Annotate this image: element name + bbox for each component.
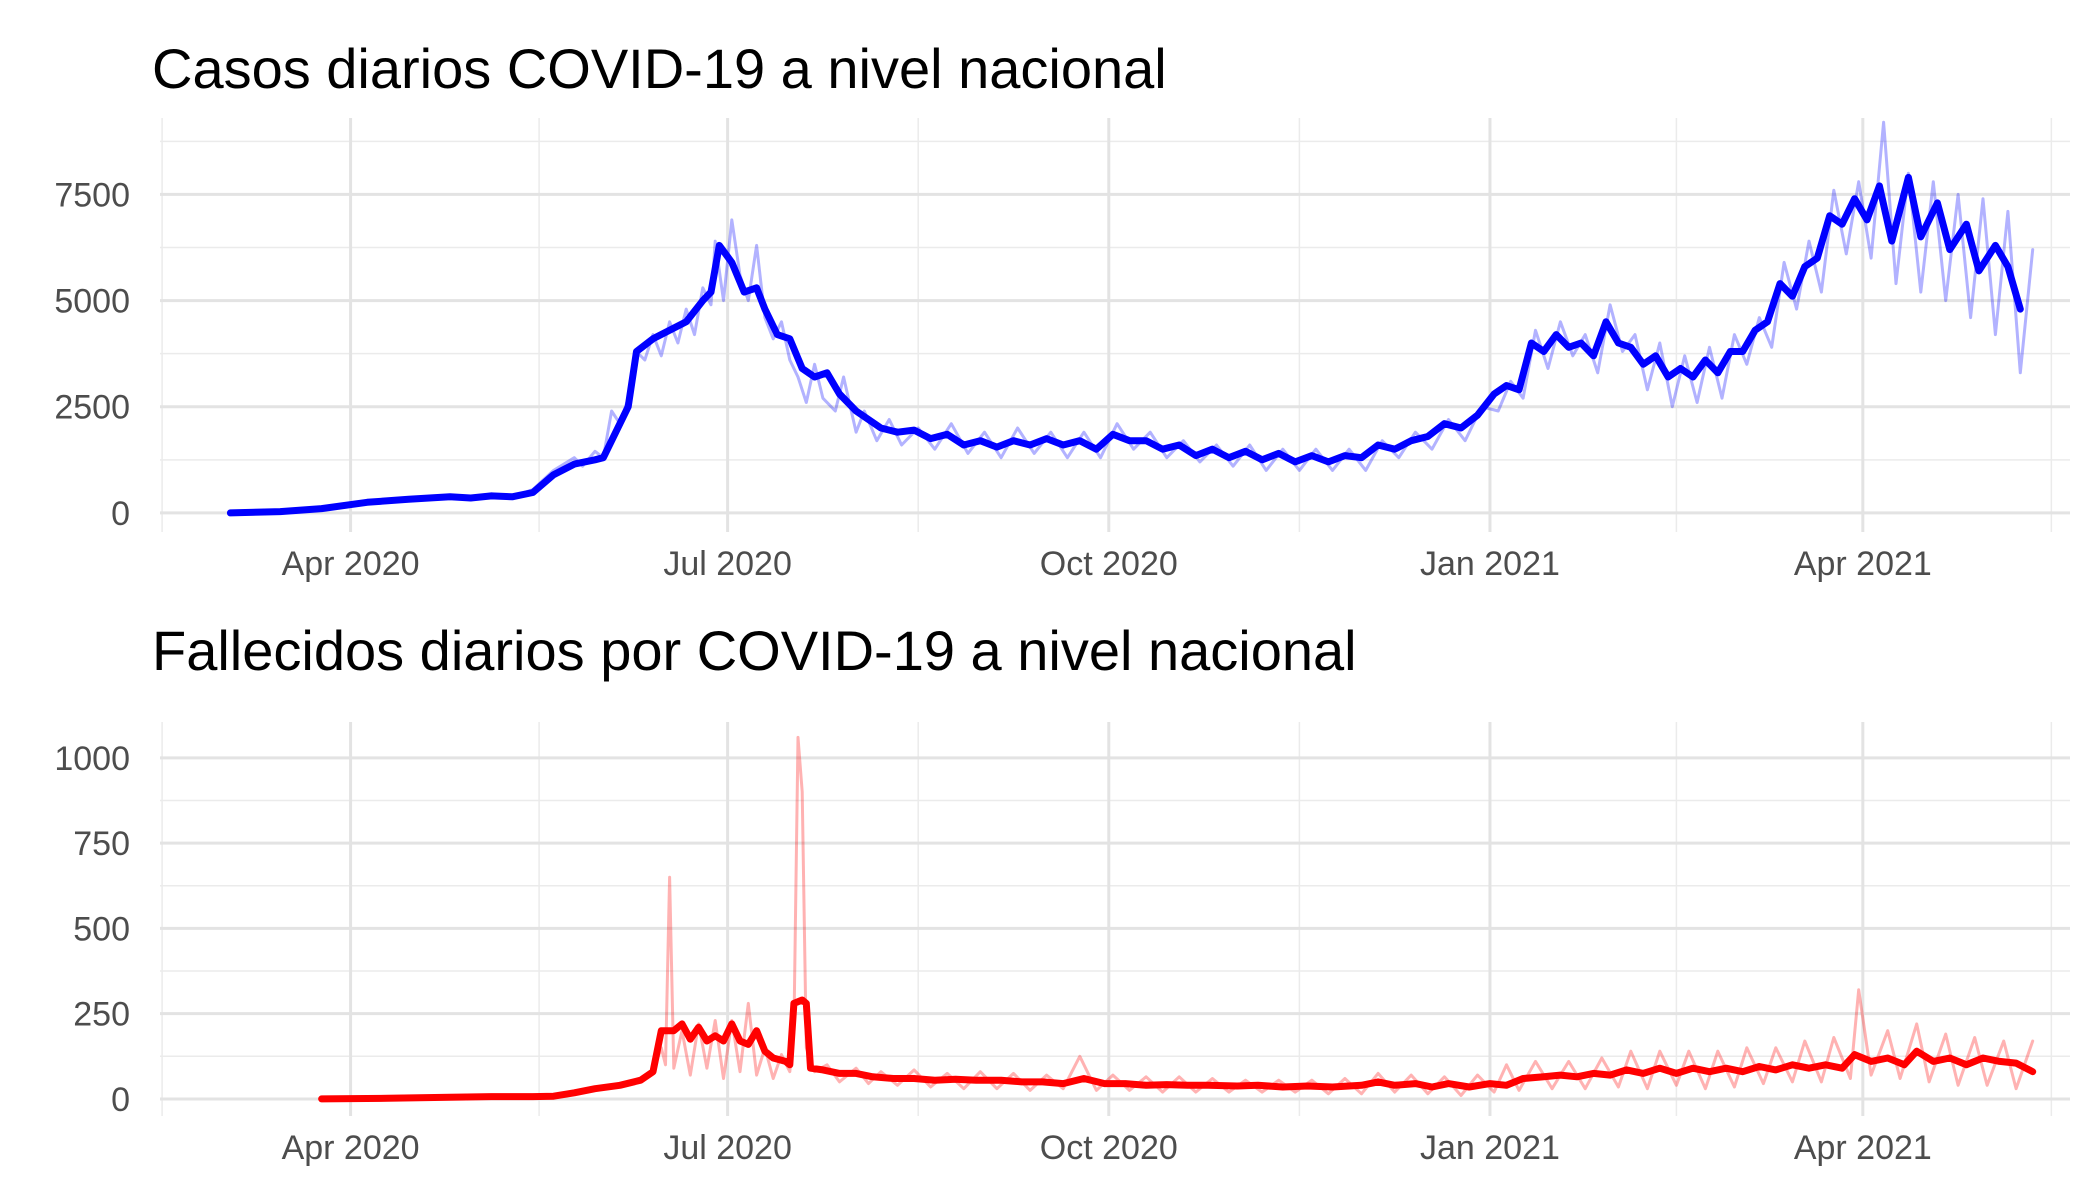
- deaths-smoothed-line: [318, 996, 2037, 1103]
- deaths-daily-line: [320, 735, 2035, 1101]
- cases-x-tick-label: Apr 2021: [1794, 545, 1932, 583]
- cases-y-tick-label: 7500: [54, 176, 130, 214]
- deaths-x-tick-label: Jan 2021: [1420, 1129, 1560, 1167]
- deaths-x-tick-label: Oct 2020: [1040, 1129, 1178, 1167]
- deaths-chart-title: Fallecidos diarios por COVID-19 a nivel …: [152, 619, 1357, 682]
- cases-y-tick-label: 5000: [54, 283, 130, 321]
- deaths-y-tick-label: 750: [73, 825, 130, 863]
- deaths-x-tick-label: Apr 2021: [1794, 1129, 1932, 1167]
- deaths-chart: 0 250 500 750 1000 Apr 2020 Jul 2020 Oct 2020 Ja…: [54, 722, 2070, 1167]
- cases-smoothed-line: [226, 173, 2024, 517]
- cases-y-tick-label: 0: [111, 495, 130, 533]
- cases-chart-panel: Casos diarios COVID-19 a nivel nacional …: [0, 0, 2100, 590]
- cases-x-tick-label: Jan 2021: [1420, 545, 1560, 583]
- deaths-y-tick-label: 1000: [54, 740, 130, 778]
- cases-chart-title: Casos diarios COVID-19 a nivel nacional: [152, 37, 1167, 100]
- deaths-y-tick-label: 500: [73, 910, 130, 948]
- deaths-x-tick-label: Jul 2020: [663, 1129, 792, 1167]
- cases-daily-line: [228, 120, 2035, 515]
- deaths-y-tick-label: 250: [73, 996, 130, 1034]
- deaths-chart-panel: Fallecidos diarios por COVID-19 a nivel …: [0, 590, 2100, 1200]
- cases-chart: 0 2500 5000 7500 Apr 2020 Jul 2020 Oct 2020 Jan…: [54, 118, 2070, 583]
- cases-x-tick-label: Apr 2020: [282, 545, 420, 583]
- deaths-y-tick-label: 0: [111, 1081, 130, 1119]
- cases-x-tick-label: Jul 2020: [663, 545, 792, 583]
- cases-x-tick-label: Oct 2020: [1040, 545, 1178, 583]
- deaths-x-tick-label: Apr 2020: [282, 1129, 420, 1167]
- cases-y-tick-label: 2500: [54, 389, 130, 427]
